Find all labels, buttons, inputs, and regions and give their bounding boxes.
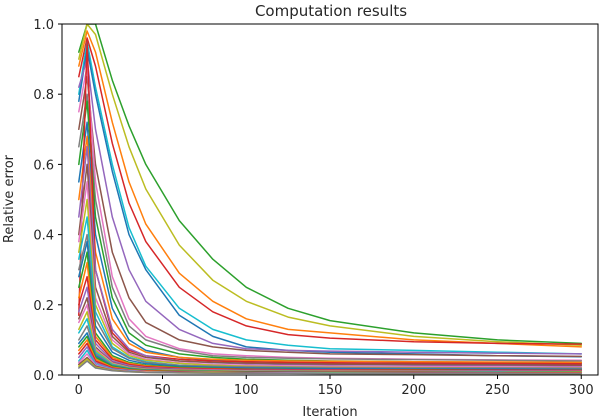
series-line-10 <box>78 93 583 362</box>
y-tick-label: 0.2 <box>33 299 54 314</box>
x-tick-label: 50 <box>154 383 171 398</box>
y-tick-label: 0.4 <box>33 229 54 244</box>
series-line-5 <box>78 40 583 355</box>
series-line-4 <box>78 37 583 345</box>
series-line-40 <box>78 360 583 375</box>
series-line-20 <box>78 233 583 370</box>
y-tick-label: 0.6 <box>33 158 54 173</box>
x-ticks: 0 50 100 150 200 250 300 <box>75 375 594 398</box>
series-line-6 <box>78 47 583 358</box>
x-tick-label: 200 <box>401 383 426 398</box>
y-tick-label: 0.0 <box>33 369 54 384</box>
x-tick-label: 0 <box>75 383 83 398</box>
series-line-9 <box>78 65 583 362</box>
y-tick-label: 0.8 <box>33 88 54 103</box>
x-tick-label: 100 <box>234 383 259 398</box>
x-tick-label: 150 <box>318 383 343 398</box>
series-line-11 <box>78 100 583 364</box>
x-axis-label: Iteration <box>302 405 357 420</box>
series-line-21 <box>78 240 583 371</box>
y-axis-label: Relative error <box>2 154 17 243</box>
series-line-8 <box>78 75 583 358</box>
series-line-19 <box>78 216 583 370</box>
y-tick-label: 1.0 <box>33 18 54 33</box>
series-line-3 <box>78 30 583 348</box>
x-tick-label: 250 <box>485 383 510 398</box>
plot-frame <box>61 23 599 376</box>
series-line-13 <box>78 135 583 364</box>
series-line-12 <box>78 121 583 366</box>
y-ticks: 0.0 0.2 0.4 0.6 0.8 1.0 <box>33 18 62 384</box>
axes-layer <box>61 23 599 376</box>
x-tick-label: 300 <box>569 383 594 398</box>
series-line-2 <box>78 24 583 346</box>
series-layer <box>78 24 583 375</box>
series-line-7 <box>78 58 583 355</box>
series-line-16 <box>78 163 583 366</box>
chart-title: Computation results <box>255 2 407 20</box>
series-line-1 <box>78 24 583 345</box>
